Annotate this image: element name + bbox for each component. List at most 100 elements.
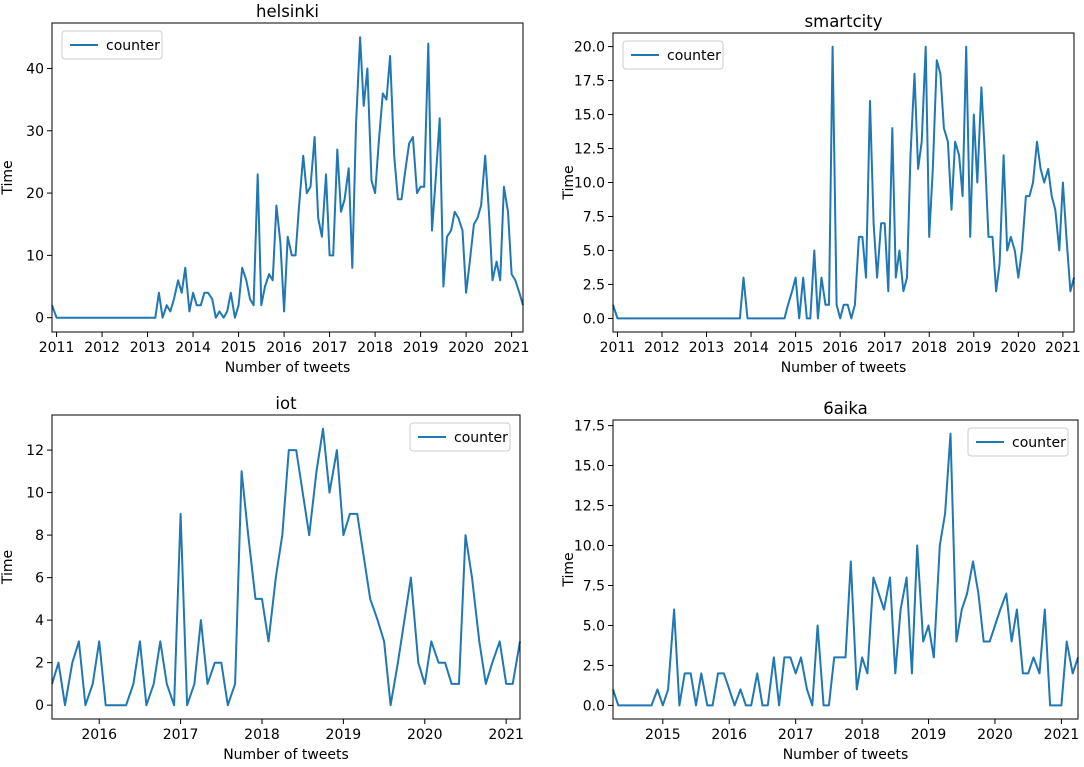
y-tick-label: 10 — [26, 248, 44, 264]
y-tick-label: 17.5 — [574, 74, 605, 90]
plot-frame — [51, 22, 524, 333]
x-tick-label: 2021 — [494, 340, 530, 356]
x-tick-label: 2016 — [266, 340, 302, 356]
chart-title: 6aika — [823, 399, 868, 418]
x-tick-label: 2014 — [175, 340, 211, 356]
y-axis-label: Time — [0, 550, 16, 585]
y-axis-label: Time — [561, 552, 577, 587]
y-tick-label: 8 — [35, 528, 44, 544]
y-tick-label: 20.0 — [574, 40, 605, 56]
x-tick-label: 2012 — [84, 340, 120, 356]
x-tick-label: 2020 — [977, 727, 1013, 743]
x-tick-label: 2021 — [488, 727, 524, 743]
x-tick-label: 2011 — [39, 340, 75, 356]
x-tick-label: 2012 — [644, 340, 680, 356]
plot-frame — [612, 419, 1079, 720]
y-tick-label: 12 — [26, 443, 44, 459]
legend-box — [622, 40, 724, 70]
y-tick-label: 12.5 — [574, 142, 605, 158]
x-tick-label: 2017 — [312, 340, 348, 356]
y-axis-label: Time — [0, 160, 16, 195]
x-tick-label: 2018 — [244, 727, 280, 743]
y-tick-label: 6 — [35, 571, 44, 587]
x-tick-label: 2020 — [1001, 340, 1037, 356]
x-axis-label: Number of tweets — [781, 360, 907, 376]
legend: counter — [622, 40, 724, 70]
legend-label: counter — [454, 430, 508, 446]
y-tick-label: 0.0 — [583, 311, 605, 327]
y-tick-label: 17.5 — [574, 419, 605, 435]
chart-panel-smartcity: smartcity 2011 2012 2013 2014 2015 2016 2017 201… — [561, 12, 1081, 376]
chart-panel-helsinki: helsinki 2011 2012 2013 2014 2015 2016 2017 2018… — [0, 2, 529, 376]
x-tick-label: 2019 — [956, 340, 992, 356]
legend-box — [967, 427, 1069, 457]
chart-title: smartcity — [805, 12, 883, 31]
x-axis-label: Number of tweets — [225, 360, 351, 376]
x-tick-label: 2015 — [645, 727, 681, 743]
y-tick-label: 0 — [35, 311, 44, 327]
y-tick-label: 0.0 — [583, 698, 605, 714]
y-tick-label: 10.0 — [574, 176, 605, 192]
y-tick-label: 2.5 — [583, 658, 605, 674]
series-line-counter — [51, 36, 524, 319]
y-axis-label: Time — [561, 165, 577, 200]
y-tick-label: 5.0 — [583, 618, 605, 634]
legend: counter — [409, 422, 511, 452]
y-tick-label: 30 — [26, 124, 44, 140]
x-tick-label: 2016 — [81, 727, 117, 743]
x-tick-label: 2021 — [1045, 340, 1081, 356]
y-tick-label: 0 — [35, 698, 44, 714]
y-tick-label: 12.5 — [574, 499, 605, 515]
series-line-counter — [612, 432, 1079, 707]
x-tick-label: 2018 — [357, 340, 393, 356]
y-tick-label: 10 — [26, 486, 44, 502]
x-tick-label: 2015 — [778, 340, 814, 356]
x-tick-label: 2019 — [326, 727, 362, 743]
legend-box — [61, 30, 163, 60]
x-tick-label: 2018 — [844, 727, 880, 743]
y-tick-label: 7.5 — [583, 578, 605, 594]
y-tick-label: 10.0 — [574, 539, 605, 555]
x-tick-label: 2020 — [407, 727, 443, 743]
x-tick-label: 2013 — [689, 340, 725, 356]
y-tick-label: 4 — [35, 613, 44, 629]
x-tick-label: 2017 — [163, 727, 199, 743]
x-tick-label: 2019 — [403, 340, 439, 356]
y-tick-label: 5.0 — [583, 243, 605, 259]
legend-label: counter — [667, 48, 721, 64]
y-tick-label: 40 — [26, 61, 44, 77]
plot-frame — [51, 414, 521, 720]
series-line-counter — [51, 427, 521, 707]
y-tick-label: 15.0 — [574, 108, 605, 124]
x-tick-label: 2016 — [711, 727, 747, 743]
legend-label: counter — [106, 38, 160, 54]
chart-panel-6aika: 6aika 2015 2016 2017 2018 2019 2020 2021 0.0 2.5 5… — [561, 399, 1079, 763]
chart-title: iot — [275, 394, 297, 413]
legend-label: counter — [1012, 435, 1066, 451]
series-line-counter — [612, 45, 1075, 320]
x-tick-label: 2011 — [600, 340, 636, 356]
x-tick-label: 2017 — [867, 340, 903, 356]
x-tick-label: 2018 — [911, 340, 947, 356]
x-tick-label: 2019 — [911, 727, 947, 743]
y-tick-label: 7.5 — [583, 209, 605, 225]
legend-box — [409, 422, 511, 452]
chart-title: helsinki — [256, 2, 319, 21]
y-tick-label: 2.5 — [583, 277, 605, 293]
legend: counter — [967, 427, 1069, 457]
x-tick-label: 2020 — [448, 340, 484, 356]
x-axis-label: Number of tweets — [223, 747, 349, 763]
x-axis-label: Number of tweets — [783, 747, 909, 763]
x-tick-label: 2013 — [130, 340, 166, 356]
x-tick-label: 2017 — [778, 727, 814, 743]
y-tick-label: 2 — [35, 656, 44, 672]
x-tick-label: 2015 — [221, 340, 257, 356]
x-tick-label: 2021 — [1044, 727, 1080, 743]
y-tick-label: 20 — [26, 186, 44, 202]
x-tick-label: 2016 — [822, 340, 858, 356]
x-tick-label: 2014 — [733, 340, 769, 356]
legend: counter — [61, 30, 163, 60]
chart-panel-iot: iot 2016 2017 2018 2019 2020 2021 0 2 4 6 8 10 12 Numb… — [0, 394, 524, 763]
y-tick-label: 15.0 — [574, 459, 605, 475]
